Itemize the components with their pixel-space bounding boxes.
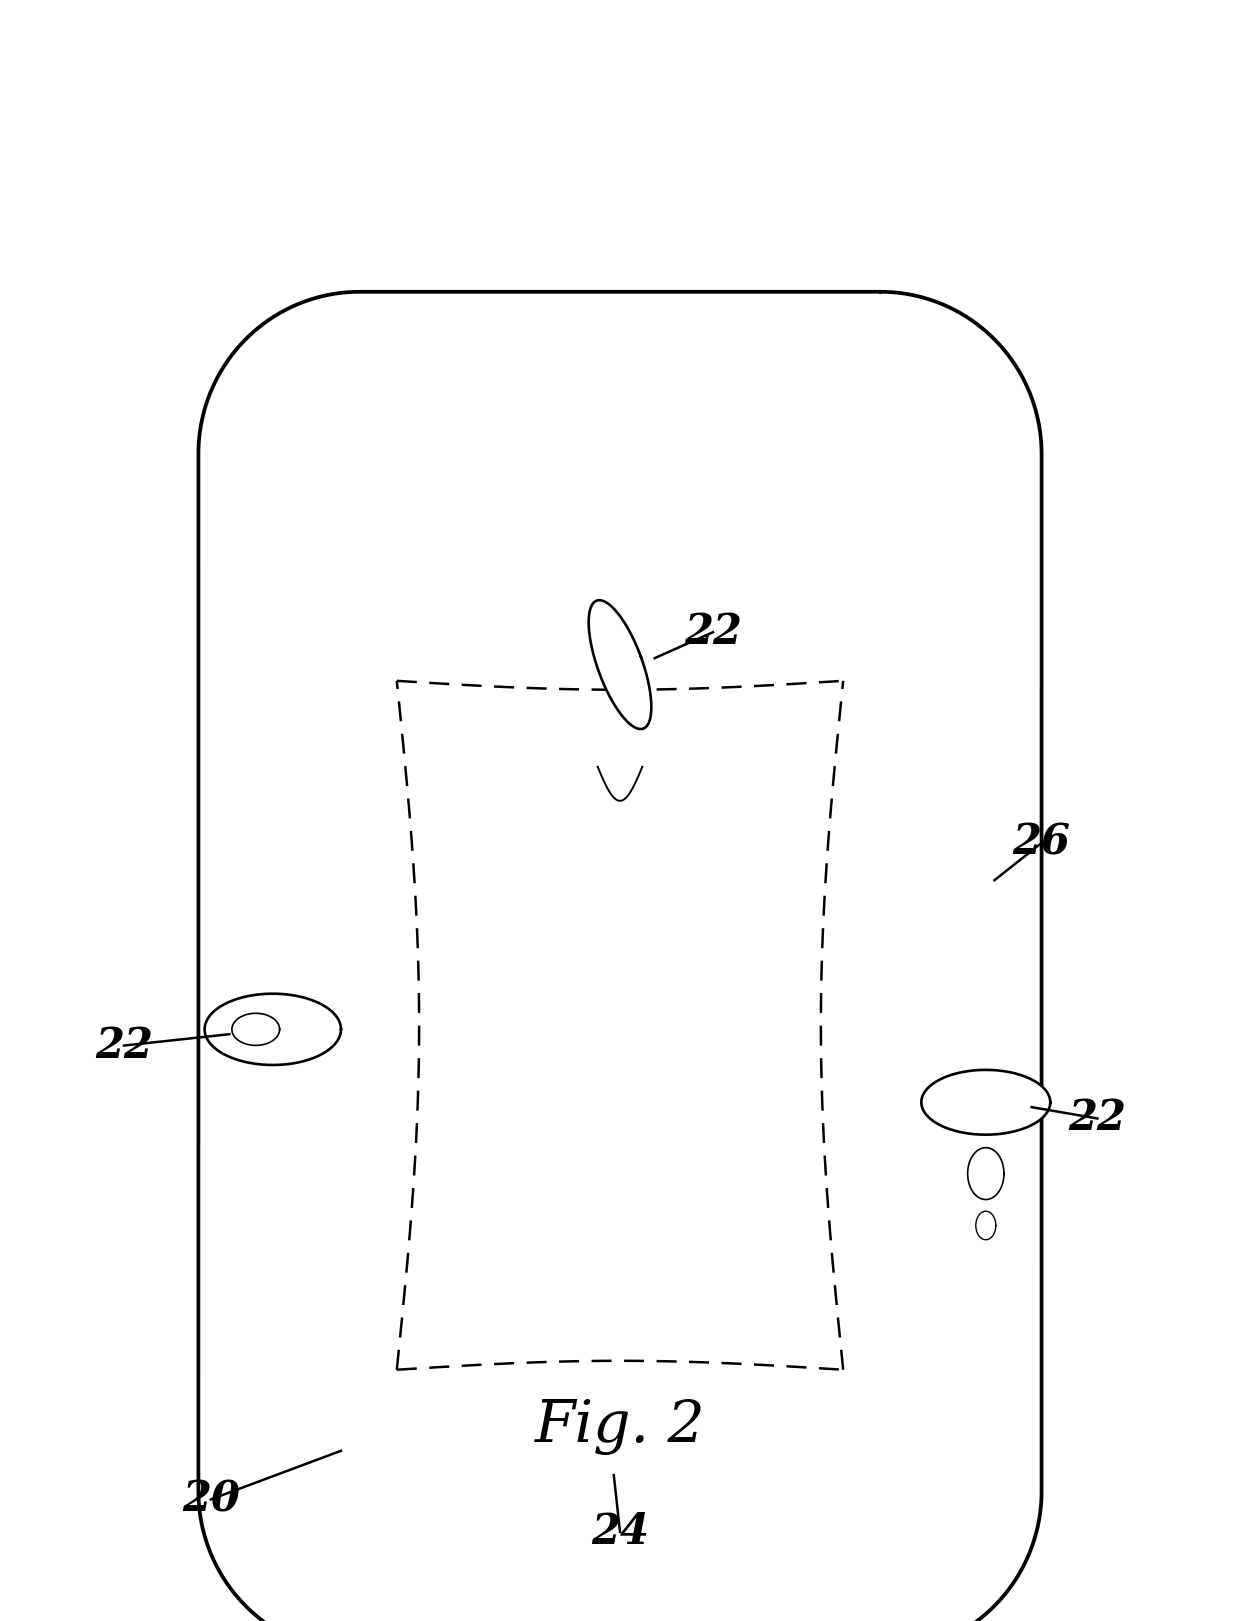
Text: 24: 24 (591, 1511, 649, 1553)
Text: Fig. 2: Fig. 2 (534, 1399, 706, 1454)
Text: 22: 22 (1069, 1097, 1126, 1140)
Text: 20: 20 (182, 1478, 239, 1520)
Polygon shape (921, 1070, 1050, 1135)
Text: 22: 22 (684, 611, 742, 653)
Polygon shape (205, 994, 341, 1065)
Polygon shape (976, 1211, 996, 1240)
Text: 22: 22 (95, 1024, 153, 1067)
Polygon shape (967, 1148, 1004, 1200)
Text: 26: 26 (1013, 822, 1070, 864)
Polygon shape (589, 600, 651, 729)
